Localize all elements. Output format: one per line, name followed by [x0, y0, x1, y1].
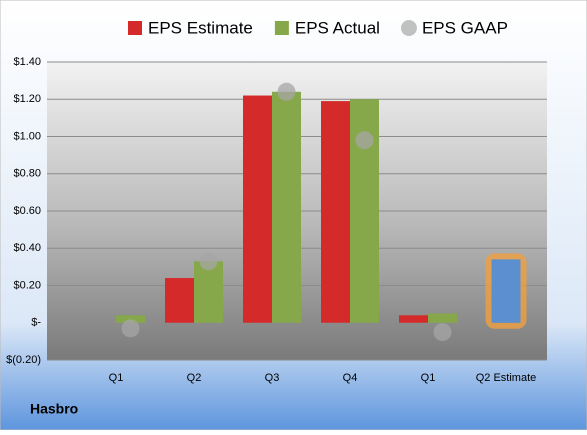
x-tick-label: Q2 Estimate [476, 372, 537, 384]
bar [321, 101, 350, 323]
x-tick-label: Q4 [343, 372, 358, 384]
y-tick-label: $0.60 [13, 205, 41, 217]
y-tick-label: $1.20 [13, 93, 41, 105]
bar [399, 315, 428, 323]
company-name: Hasbro [30, 401, 78, 417]
x-tick-label: Q1 [109, 372, 124, 384]
x-tick-label: Q3 [265, 372, 280, 384]
gaap-point [277, 82, 296, 101]
legend-swatch [128, 21, 142, 35]
legend-label: EPS Estimate [148, 18, 253, 37]
y-tick-label: $1.40 [13, 56, 41, 68]
bar [165, 278, 194, 323]
y-tick-label: $1.00 [13, 130, 41, 142]
gaap-point [355, 131, 374, 150]
y-tick-label: $(0.20) [6, 354, 41, 366]
legend-swatch [274, 21, 289, 35]
gaap-point [433, 323, 452, 342]
bar [428, 313, 457, 323]
legend-label: EPS Actual [295, 18, 380, 37]
gaap-point [199, 252, 218, 271]
y-tick-label: $- [31, 317, 41, 329]
bar [116, 315, 145, 323]
y-tick-label: $0.20 [13, 279, 41, 291]
legend-label: EPS GAAP [422, 18, 508, 37]
y-tick-label: $0.40 [13, 242, 41, 254]
bar [243, 95, 272, 323]
y-tick-label: $0.80 [13, 168, 41, 180]
legend-swatch [400, 20, 417, 36]
bar [272, 91, 301, 323]
bar [491, 259, 521, 323]
highlight-glow [485, 253, 527, 329]
x-tick-label: Q1 [421, 372, 436, 384]
gaap-point [121, 319, 140, 338]
bar [194, 261, 223, 323]
x-tick-label: Q2 [187, 372, 202, 384]
